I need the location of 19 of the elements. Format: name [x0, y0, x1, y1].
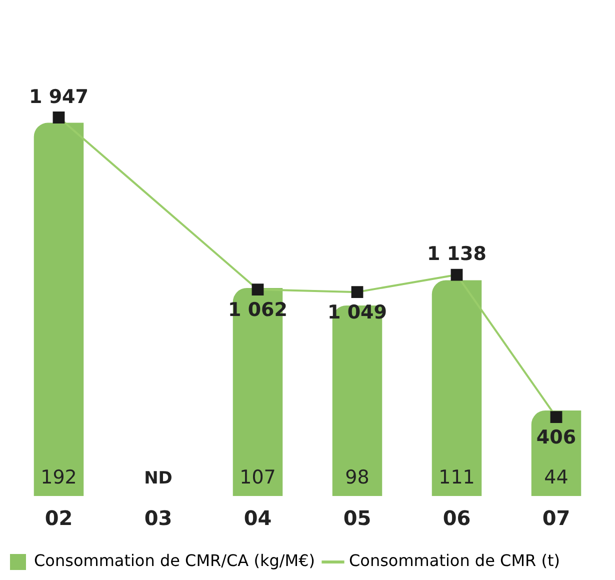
data-label: 111: [438, 466, 475, 488]
x-tick-label: 05: [343, 506, 372, 530]
bar: [432, 280, 482, 496]
data-label: 98: [345, 466, 370, 488]
legend-label: Consommation de CMR (t): [348, 551, 560, 570]
bar: [34, 122, 84, 496]
x-tick-label: 07: [542, 506, 570, 530]
data-label: 1 947: [29, 86, 88, 108]
data-label: 406: [536, 426, 576, 449]
data-label: 44: [544, 466, 568, 488]
x-tick-label: 02: [44, 506, 73, 530]
data-label: 1 138: [427, 243, 486, 266]
legend-label: Consommation de CMR/CA (kg/M€): [34, 551, 315, 570]
annotation: ND: [144, 468, 172, 488]
x-tick-label: 03: [144, 506, 172, 530]
data-label: 107: [240, 466, 276, 488]
x-tick-label: 04: [244, 506, 272, 530]
data-label: 192: [40, 466, 77, 488]
x-tick-label: 06: [442, 506, 471, 530]
